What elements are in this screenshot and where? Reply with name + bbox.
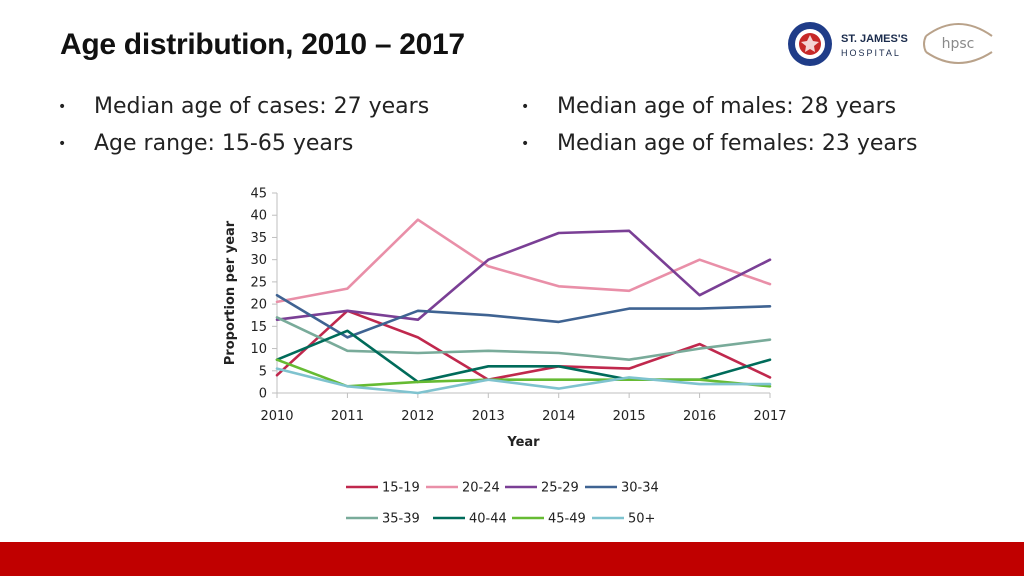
series-line-15-19	[275, 309, 772, 382]
bullet-list-left: • Median age of cases: 27 years • Age rang…	[58, 88, 429, 162]
legend-label-30-34: 30-34	[621, 481, 659, 496]
series-line-25-29	[275, 229, 772, 322]
bullet-dot-icon: •	[58, 135, 67, 152]
y-tick-label: 40	[250, 209, 267, 224]
hpsc-text: hpsc	[942, 36, 975, 52]
x-tick-label: 2015	[613, 409, 646, 424]
legend-label-25-29: 25-29	[541, 481, 579, 496]
y-tick-label: 15	[250, 320, 267, 335]
x-tick-label: 2014	[542, 409, 575, 424]
x-tick-label: 2011	[331, 409, 364, 424]
y-tick-label: 20	[250, 298, 267, 313]
bullet-item: • Median age of cases: 27 years	[58, 88, 429, 125]
legend-label-40-44: 40-44	[469, 512, 507, 527]
legend-label-15-19: 15-19	[382, 481, 420, 496]
y-tick-label: 5	[259, 364, 267, 379]
hospital-name-line1: ST. JAMES'S	[841, 33, 908, 45]
bullet-item: • Age range: 15-65 years	[58, 125, 429, 162]
legend-label-50+: 50+	[628, 512, 655, 527]
series-line-35-39	[275, 316, 772, 362]
series-line-45-49	[275, 358, 772, 388]
bullet-text: Median age of cases: 27 years	[94, 94, 430, 119]
x-tick-label: 2010	[260, 409, 293, 424]
x-tick-label: 2017	[753, 409, 786, 424]
series-line-30-34	[275, 293, 772, 339]
bullet-text: Median age of males: 28 years	[557, 94, 897, 119]
page-title: Age distribution, 2010 – 2017	[60, 28, 465, 61]
hospital-name-line2: HOSPITAL	[841, 48, 901, 58]
x-tick-label: 2012	[401, 409, 434, 424]
bullet-dot-icon: •	[58, 98, 67, 115]
y-tick-label: 25	[250, 275, 267, 290]
bullet-list-right: • Median age of males: 28 years • Median a…	[521, 88, 917, 162]
x-tick-label: 2013	[472, 409, 505, 424]
legend-label-35-39: 35-39	[382, 512, 420, 527]
footer-bar	[0, 542, 1024, 576]
y-tick-label: 30	[250, 253, 267, 268]
st-james-hospital-logo: ST. JAMES'S HOSPITAL	[788, 22, 908, 66]
bullet-text: Median age of females: 23 years	[557, 131, 918, 156]
legend-label-20-24: 20-24	[462, 481, 500, 496]
bullet-text: Age range: 15-65 years	[94, 131, 354, 156]
x-tick-label: 2016	[683, 409, 716, 424]
x-axis-title: Year	[506, 435, 540, 450]
bullet-item: • Median age of males: 28 years	[521, 88, 917, 125]
y-axis-title: Proportion per year	[223, 220, 238, 365]
y-tick-label: 45	[250, 187, 267, 202]
bullet-dot-icon: •	[521, 135, 530, 152]
y-tick-label: 0	[259, 387, 267, 402]
y-tick-label: 35	[250, 231, 267, 246]
line-chart: 0 5 10 15 20 25 30 35 40 45 2010 2011 2012 2013 2014 20…	[223, 187, 787, 527]
series-line-50+	[275, 367, 772, 395]
hpsc-logo: hpsc	[923, 23, 993, 64]
legend-label-45-49: 45-49	[548, 512, 586, 527]
y-tick-label: 10	[250, 342, 267, 357]
bullet-dot-icon: •	[521, 98, 530, 115]
series-line-20-24	[275, 218, 772, 304]
bullet-item: • Median age of females: 23 years	[521, 125, 917, 162]
